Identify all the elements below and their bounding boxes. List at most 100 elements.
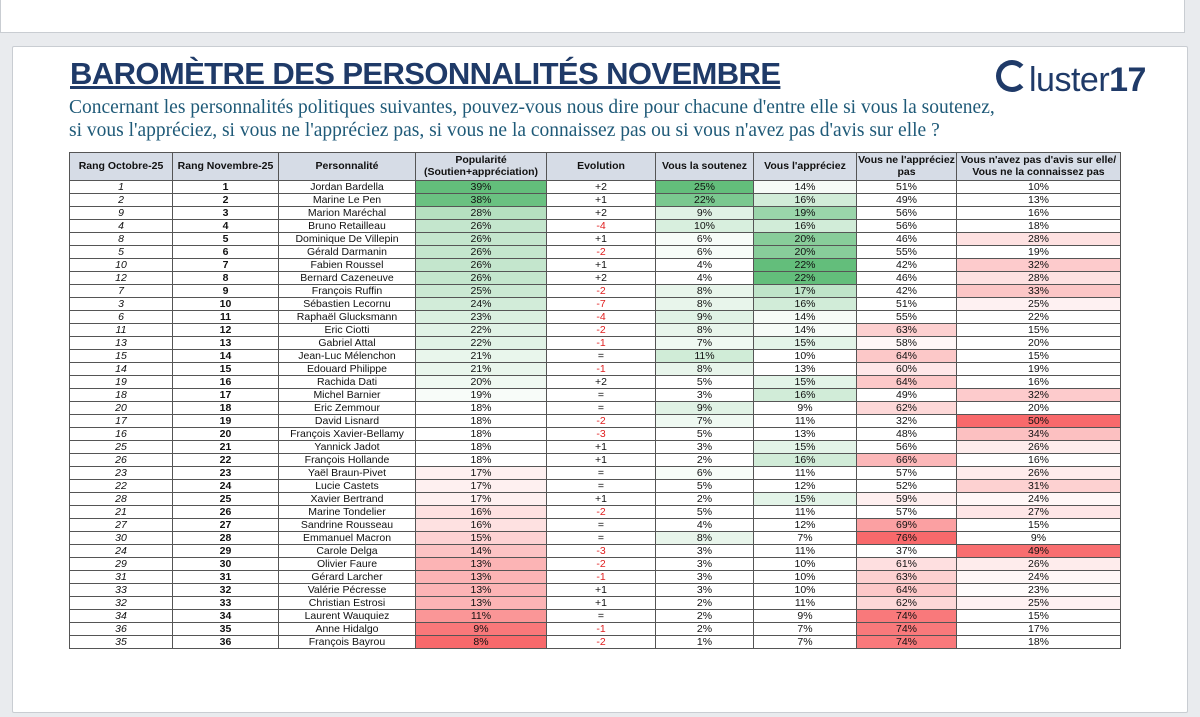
cell-rang-novembre: 34 xyxy=(172,609,279,623)
cell-evolution: = xyxy=(546,518,656,532)
cell-evolution: = xyxy=(546,609,656,623)
cell-evolution: +2 xyxy=(546,375,656,389)
cell-soutenez: 2% xyxy=(655,596,754,610)
barometer-table: Rang Octobre-25 Rang Novembre-25 Personn… xyxy=(69,152,1121,649)
cell-popularite: 19% xyxy=(415,388,547,402)
cell-rang-novembre: 19 xyxy=(172,414,279,428)
cell-napprecie-pas: 66% xyxy=(856,453,957,467)
cell-rang-octobre: 26 xyxy=(69,453,173,467)
cell-pas-avis: 25% xyxy=(956,297,1121,311)
cell-napprecie-pas: 51% xyxy=(856,180,957,194)
table-row: 36 35 Anne Hidalgo 9% -1 2% 7% 74% 17% xyxy=(69,622,1121,636)
cell-soutenez: 7% xyxy=(655,336,754,350)
cell-napprecie-pas: 56% xyxy=(856,440,957,454)
cell-evolution: +1 xyxy=(546,492,656,506)
cell-personnalite: Jean-Luc Mélenchon xyxy=(278,349,416,363)
cell-pas-avis: 16% xyxy=(956,375,1121,389)
cell-rang-novembre: 1 xyxy=(172,180,279,194)
table-row: 11 12 Eric Ciotti 22% -2 8% 14% 63% 15% xyxy=(69,323,1121,337)
cell-rang-octobre: 15 xyxy=(69,349,173,363)
cell-popularite: 26% xyxy=(415,271,547,285)
table-header-row: Rang Octobre-25 Rang Novembre-25 Personn… xyxy=(69,152,1121,181)
logo-number: 17 xyxy=(1109,61,1146,99)
header-pas-avis-line1: Vous n'avez pas d'avis sur elle/ xyxy=(960,154,1117,166)
cell-soutenez: 8% xyxy=(655,531,754,545)
table-row: 10 7 Fabien Roussel 26% +1 4% 22% 42% 32% xyxy=(69,258,1121,272)
cell-evolution: -2 xyxy=(546,635,656,649)
cell-napprecie-pas: 63% xyxy=(856,323,957,337)
table-row: 5 6 Gérald Darmanin 26% -2 6% 20% 55% 19% xyxy=(69,245,1121,259)
table-row: 2 2 Marine Le Pen 38% +1 22% 16% 49% 13% xyxy=(69,193,1121,207)
cell-napprecie-pas: 64% xyxy=(856,375,957,389)
cell-soutenez: 9% xyxy=(655,310,754,324)
cell-evolution: -2 xyxy=(546,414,656,428)
cell-rang-novembre: 13 xyxy=(172,336,279,350)
cell-rang-novembre: 16 xyxy=(172,375,279,389)
cell-rang-novembre: 2 xyxy=(172,193,279,207)
cell-appreciez: 13% xyxy=(753,427,857,441)
cell-pas-avis: 28% xyxy=(956,271,1121,285)
cell-napprecie-pas: 69% xyxy=(856,518,957,532)
table-row: 1 1 Jordan Bardella 39% +2 25% 14% 51% 10% xyxy=(69,180,1121,194)
table-row: 17 19 David Lisnard 18% -2 7% 11% 32% 50% xyxy=(69,414,1121,428)
table-row: 12 8 Bernard Cazeneuve 26% +2 4% 22% 46% 28% xyxy=(69,271,1121,285)
cell-popularite: 26% xyxy=(415,219,547,233)
cell-rang-octobre: 20 xyxy=(69,401,173,415)
cell-appreciez: 11% xyxy=(753,505,857,519)
cell-rang-novembre: 17 xyxy=(172,388,279,402)
cell-rang-octobre: 4 xyxy=(69,219,173,233)
cell-rang-novembre: 22 xyxy=(172,453,279,467)
cell-personnalite: Yannick Jadot xyxy=(278,440,416,454)
cell-pas-avis: 19% xyxy=(956,362,1121,376)
cell-rang-octobre: 2 xyxy=(69,193,173,207)
cell-rang-novembre: 6 xyxy=(172,245,279,259)
cell-evolution: = xyxy=(546,388,656,402)
cell-rang-octobre: 21 xyxy=(69,505,173,519)
cell-rang-novembre: 18 xyxy=(172,401,279,415)
cell-appreciez: 12% xyxy=(753,479,857,493)
table-row: 8 5 Dominique De Villepin 26% +1 6% 20% 46% 28% xyxy=(69,232,1121,246)
cell-evolution: -2 xyxy=(546,284,656,298)
cell-rang-octobre: 12 xyxy=(69,271,173,285)
cell-personnalite: Sébastien Lecornu xyxy=(278,297,416,311)
cell-evolution: -3 xyxy=(546,427,656,441)
cell-personnalite: Jordan Bardella xyxy=(278,180,416,194)
cell-rang-novembre: 30 xyxy=(172,557,279,571)
header-napprecie-line1: Vous ne l'appréciez xyxy=(858,154,955,166)
cell-soutenez: 2% xyxy=(655,622,754,636)
cell-soutenez: 22% xyxy=(655,193,754,207)
cell-napprecie-pas: 42% xyxy=(856,284,957,298)
cell-rang-octobre: 6 xyxy=(69,310,173,324)
header-napprecie-line2: pas xyxy=(897,165,916,178)
cell-evolution: +2 xyxy=(546,271,656,285)
cell-rang-octobre: 27 xyxy=(69,518,173,532)
cell-personnalite: Raphaël Glucksmann xyxy=(278,310,416,324)
table-row: 26 22 François Hollande 18% +1 2% 16% 66% 16% xyxy=(69,453,1121,467)
cell-evolution: +2 xyxy=(546,206,656,220)
cell-soutenez: 3% xyxy=(655,570,754,584)
cell-personnalite: Christian Estrosi xyxy=(278,596,416,610)
cell-rang-octobre: 36 xyxy=(69,622,173,636)
cell-rang-octobre: 25 xyxy=(69,440,173,454)
cell-appreciez: 12% xyxy=(753,518,857,532)
cell-pas-avis: 28% xyxy=(956,232,1121,246)
table-row: 25 21 Yannick Jadot 18% +1 3% 15% 56% 26% xyxy=(69,440,1121,454)
cell-personnalite: Emmanuel Macron xyxy=(278,531,416,545)
table-row: 14 15 Edouard Philippe 21% -1 8% 13% 60% 19% xyxy=(69,362,1121,376)
cell-popularite: 18% xyxy=(415,440,547,454)
cell-pas-avis: 27% xyxy=(956,505,1121,519)
logo-word: luster xyxy=(1029,61,1110,99)
cell-pas-avis: 34% xyxy=(956,427,1121,441)
cell-evolution: -4 xyxy=(546,219,656,233)
page-title: BAROMÈTRE DES PERSONNALITÉS NOVEMBRE xyxy=(70,56,781,91)
table-row: 9 3 Marion Maréchal 28% +2 9% 19% 56% 16% xyxy=(69,206,1121,220)
cell-napprecie-pas: 48% xyxy=(856,427,957,441)
cell-pas-avis: 15% xyxy=(956,609,1121,623)
cell-popularite: 13% xyxy=(415,557,547,571)
cell-personnalite: Edouard Philippe xyxy=(278,362,416,376)
cell-appreciez: 10% xyxy=(753,349,857,363)
cell-personnalite: Michel Barnier xyxy=(278,388,416,402)
cell-soutenez: 11% xyxy=(655,349,754,363)
cell-popularite: 18% xyxy=(415,427,547,441)
table-row: 31 31 Gérard Larcher 13% -1 3% 10% 63% 24% xyxy=(69,570,1121,584)
